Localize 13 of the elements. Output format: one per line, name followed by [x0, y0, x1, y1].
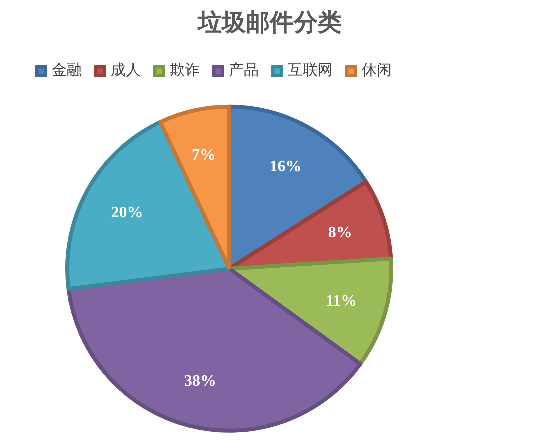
legend-label: 金融	[52, 61, 82, 80]
data-label: 20%	[111, 204, 144, 222]
chart-title: 垃圾邮件分类	[196, 8, 342, 36]
data-label: 16%	[270, 158, 302, 176]
legend-label: 欺诈	[170, 61, 200, 80]
legend-label: 成人	[111, 61, 141, 80]
legend-label: 休闲	[362, 61, 392, 80]
legend-label: 互联网	[288, 61, 333, 80]
data-label: 8%	[328, 224, 352, 242]
data-label: 11%	[326, 292, 358, 310]
legend-label: 产品	[229, 61, 259, 80]
data-label: 38%	[184, 373, 216, 390]
data-label: 7%	[192, 146, 216, 164]
